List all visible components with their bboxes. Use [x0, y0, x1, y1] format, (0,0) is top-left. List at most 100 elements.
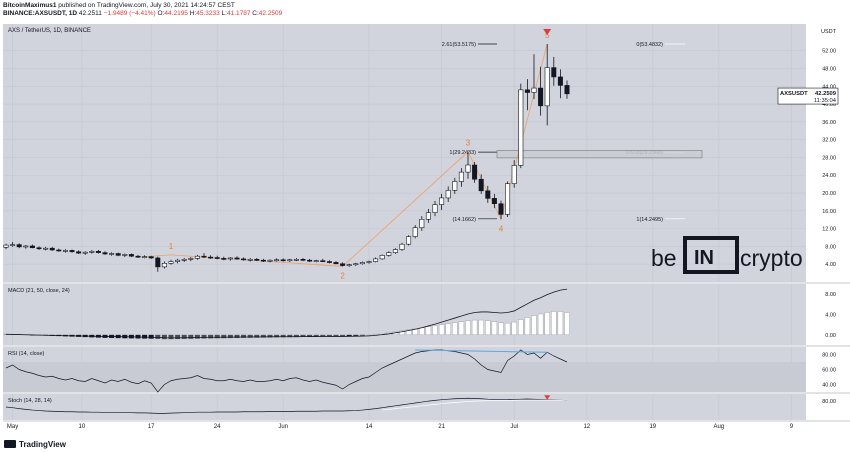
macd-bar	[399, 330, 405, 336]
candle-body	[491, 198, 497, 205]
fib-label: (14.1662)	[452, 217, 476, 223]
macd-bar	[168, 334, 174, 340]
macd-bar	[267, 334, 273, 338]
last-price-tag: 42.2509	[815, 91, 837, 97]
x-tick-label: 19	[649, 424, 656, 430]
macd-bar	[438, 324, 445, 336]
macd-bar	[359, 334, 365, 336]
candle	[478, 174, 484, 194]
macd-bar	[518, 319, 524, 336]
chart-title: AXS / TetherUS, 1D, BINANCE	[8, 28, 91, 34]
candle	[313, 259, 319, 263]
macd-bar	[465, 320, 471, 336]
candle-body	[161, 263, 167, 268]
macd-bar	[155, 334, 161, 339]
candle-body	[524, 89, 530, 93]
candle-body	[109, 253, 115, 255]
candle	[260, 258, 266, 262]
candle	[36, 246, 42, 250]
candle-body	[254, 259, 260, 261]
candle	[346, 263, 352, 267]
chart-area[interactable]: AXS / TetherUS, 1D, BINANCE 2.61(53.5175)…	[0, 20, 850, 438]
x-tick-label: 24	[214, 424, 221, 430]
rsi-pane[interactable]: RSI (14, close)	[3, 349, 806, 393]
candle-body	[406, 236, 412, 245]
candle	[128, 253, 134, 258]
macd-pane[interactable]: MACD (21, 50, close, 24)	[3, 288, 570, 340]
candle	[89, 249, 95, 254]
candle-body	[89, 251, 95, 253]
candle	[76, 250, 82, 254]
rsi-tick-label: 60.00	[822, 368, 836, 374]
macd-bar	[333, 334, 339, 337]
tradingview-icon	[4, 440, 16, 448]
candle	[148, 255, 154, 259]
wave-label-4: 4	[499, 224, 504, 233]
candle	[82, 251, 88, 255]
price-label-box	[777, 87, 839, 105]
stoch-pane[interactable]: Stoch (14, 28, 14)	[5, 395, 568, 414]
candle	[208, 255, 214, 259]
macd-bar	[274, 334, 280, 338]
x-tick-label: 10	[79, 424, 86, 430]
candle	[293, 257, 299, 262]
x-tick-label: Jul	[510, 424, 518, 430]
fib-label: 0(53.4832)	[636, 42, 663, 48]
candle	[320, 258, 326, 262]
resistance-zone	[496, 150, 703, 159]
candle-body	[340, 263, 346, 266]
candle-body	[43, 247, 49, 250]
candle-body	[353, 263, 359, 266]
candle	[56, 248, 62, 252]
x-tick-label: Jun	[278, 424, 288, 430]
candle	[29, 244, 35, 249]
candle	[201, 253, 207, 258]
watermark-be: be	[651, 245, 677, 271]
macd-bar	[353, 334, 359, 336]
publisher-name[interactable]: BitcoinMaximus1	[3, 2, 57, 9]
candle	[300, 257, 306, 262]
macd-bar	[260, 334, 266, 338]
candle-body	[518, 89, 524, 166]
symbol-tag: AXSUSDT	[780, 91, 808, 97]
candle	[122, 253, 128, 258]
candle	[425, 209, 431, 223]
candle	[274, 258, 280, 262]
wave-label-2: 2	[340, 271, 345, 280]
candle	[392, 248, 398, 254]
pane-bg-stoch	[3, 394, 806, 420]
candle	[254, 257, 260, 262]
candle	[326, 260, 332, 264]
x-tick-label: 14	[366, 424, 373, 430]
candle	[135, 254, 141, 258]
macd-bar	[148, 334, 154, 339]
candle	[280, 258, 286, 262]
stoch-d-line	[382, 399, 567, 411]
ohlc-open-value: 44.2195	[164, 10, 188, 17]
candle-body	[445, 190, 451, 199]
ohlc-values: O:44.2195 H:45.3233 L:41.1787 C:42.2509	[158, 10, 283, 17]
candle	[518, 83, 524, 169]
candle-body	[274, 259, 280, 262]
candle-body	[241, 258, 247, 261]
watermark-crypto: crypto	[740, 245, 803, 271]
candle-body	[135, 255, 141, 258]
macd-bar	[247, 334, 253, 338]
last-price: 42.2511	[78, 10, 102, 17]
tradingview-logo[interactable]: TradingView	[4, 440, 66, 449]
macd-bar	[471, 319, 478, 336]
symbol-info: BINANCE:AXSUSDT, 1D 42.2511 −1.9489 (−4.…	[3, 10, 282, 17]
candle-body	[333, 262, 339, 265]
price-tick-label: 52.00	[822, 49, 836, 55]
candle-body	[287, 259, 293, 262]
price-tick-label: 24.00	[822, 173, 836, 179]
candle-body	[432, 204, 438, 213]
candle	[307, 258, 313, 262]
stoch-k-line	[5, 397, 568, 414]
candle	[49, 246, 55, 251]
ohlc-low-value: 41.1787	[226, 10, 251, 17]
candle-body	[122, 254, 128, 256]
candle-body	[16, 244, 22, 248]
price-pane[interactable]: AXS / TetherUS, 1D, BINANCE 2.61(53.5175)…	[3, 28, 806, 280]
candle-body	[419, 218, 425, 229]
